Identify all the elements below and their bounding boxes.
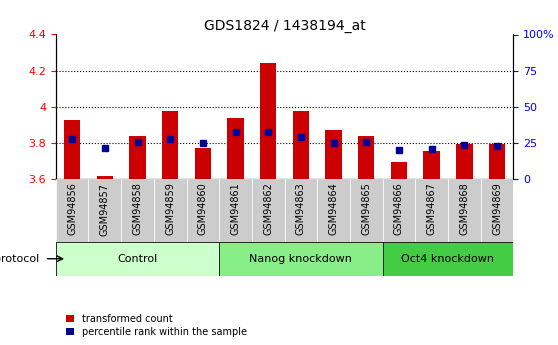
Bar [162,111,179,179]
Bar [154,179,186,242]
Text: GSM94859: GSM94859 [165,183,175,235]
Title: GDS1824 / 1438194_at: GDS1824 / 1438194_at [204,19,365,33]
Bar [325,130,341,179]
Bar [415,179,448,242]
Bar [383,179,415,242]
Bar [285,179,318,242]
Bar [424,151,440,179]
Bar [228,118,244,179]
Legend: transformed count, percentile rank within the sample: transformed count, percentile rank withi… [66,314,247,337]
Text: Oct4 knockdown: Oct4 knockdown [402,254,494,264]
Bar [480,179,513,242]
Bar [350,179,383,242]
Text: GSM94868: GSM94868 [459,183,469,235]
Text: GSM94864: GSM94864 [329,183,339,235]
Bar [448,179,480,242]
Bar [89,179,121,242]
Bar [260,62,276,179]
Bar [293,111,309,179]
Text: GSM94869: GSM94869 [492,183,502,235]
Text: GSM94856: GSM94856 [67,183,77,235]
Text: GSM94867: GSM94867 [427,183,437,235]
Bar [219,241,383,276]
Bar [219,179,252,242]
Text: GSM94861: GSM94861 [230,183,240,235]
Text: GSM94858: GSM94858 [132,183,142,235]
Bar [121,179,154,242]
Bar [97,176,113,179]
Bar [358,136,374,179]
Bar [318,179,350,242]
Bar [489,144,505,179]
Bar [186,179,219,242]
Text: GSM94865: GSM94865 [361,183,371,235]
Bar [56,179,89,242]
Bar [252,179,285,242]
Text: protocol: protocol [0,254,39,264]
Bar [391,162,407,179]
Text: GSM94862: GSM94862 [263,183,273,235]
Text: GSM94866: GSM94866 [394,183,404,235]
Bar [456,144,473,179]
Bar [383,241,513,276]
Bar [64,120,80,179]
Bar [129,136,146,179]
Text: GSM94857: GSM94857 [100,183,110,236]
Text: GSM94860: GSM94860 [198,183,208,235]
Bar [195,148,211,179]
Bar [56,241,219,276]
Text: Control: Control [117,254,157,264]
Text: Nanog knockdown: Nanog knockdown [249,254,352,264]
Text: GSM94863: GSM94863 [296,183,306,235]
